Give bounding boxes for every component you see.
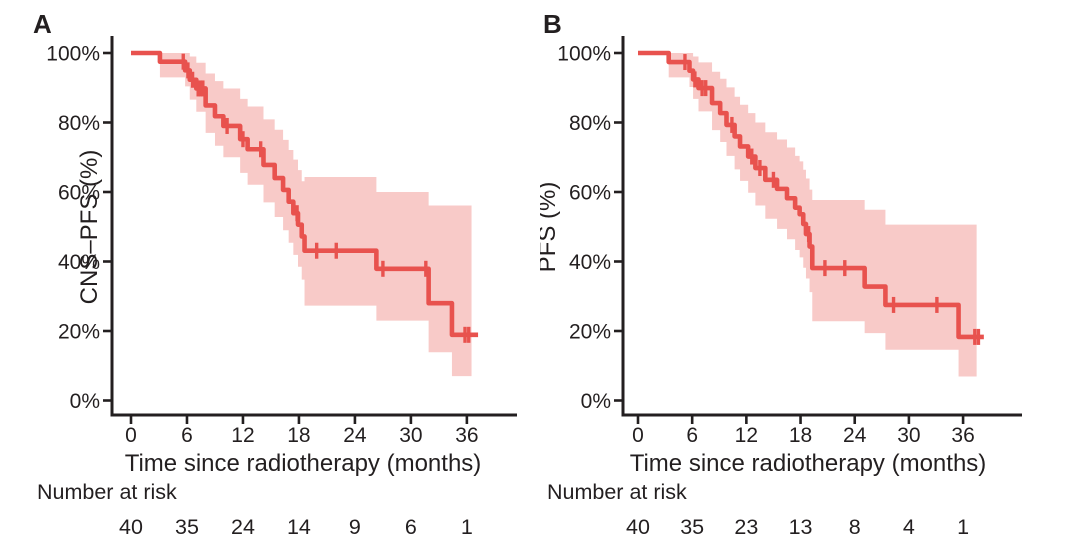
x-tick-label: 36 bbox=[455, 424, 478, 447]
x-tick-label: 18 bbox=[287, 424, 310, 447]
risk-count: 13 bbox=[789, 515, 813, 539]
x-tick-label: 36 bbox=[951, 424, 974, 447]
y-tick-label: 100% bbox=[557, 43, 611, 66]
risk-count: 1 bbox=[957, 515, 969, 539]
risk-count: 4 bbox=[903, 515, 915, 539]
y-axis-title: CNS–PFS (%) bbox=[76, 150, 103, 305]
x-tick-label: 0 bbox=[125, 424, 137, 447]
y-axis-title: PFS (%) bbox=[540, 182, 561, 273]
y-tick-label: 0% bbox=[70, 390, 100, 413]
x-tick-label: 30 bbox=[399, 424, 422, 447]
x-tick-label: 24 bbox=[843, 424, 867, 447]
y-tick-label: 40% bbox=[58, 251, 100, 274]
confidence-band bbox=[159, 53, 472, 377]
y-tick-label: 20% bbox=[58, 321, 100, 344]
panel-letter: A bbox=[33, 9, 52, 39]
y-tick-label: 80% bbox=[58, 112, 100, 135]
y-tick-label: 100% bbox=[46, 43, 100, 66]
y-tick-label: 60% bbox=[569, 182, 611, 205]
risk-table-label: Number at risk bbox=[37, 480, 177, 504]
x-tick-label: 12 bbox=[231, 424, 254, 447]
x-axis-title: Time since radiotherapy (months) bbox=[630, 450, 987, 477]
panel-a-cns-pfs-chart: 0% 20% 40% 60% 80% 100% 0 6 12 18 24 30 36 Time since… bbox=[33, 9, 517, 539]
risk-count: 6 bbox=[405, 515, 417, 539]
y-tick-label: 80% bbox=[569, 112, 611, 135]
x-tick-label: 6 bbox=[181, 424, 193, 447]
x-tick-label: 0 bbox=[632, 424, 644, 447]
risk-count: 14 bbox=[287, 515, 311, 539]
risk-count: 8 bbox=[849, 515, 861, 539]
y-tick-label: 60% bbox=[58, 182, 100, 205]
y-tick-label: 20% bbox=[569, 321, 611, 344]
risk-count: 24 bbox=[231, 515, 255, 539]
panel-letter: B bbox=[543, 9, 562, 39]
x-tick-label: 18 bbox=[789, 424, 812, 447]
x-tick-label: 6 bbox=[686, 424, 698, 447]
x-tick-label: 30 bbox=[897, 424, 920, 447]
risk-count: 23 bbox=[734, 515, 758, 539]
x-tick-label: 12 bbox=[735, 424, 758, 447]
risk-table-label: Number at risk bbox=[547, 480, 687, 504]
risk-count: 40 bbox=[119, 515, 143, 539]
x-tick-label: 24 bbox=[343, 424, 367, 447]
km-curve bbox=[638, 50, 984, 340]
risk-count: 40 bbox=[626, 515, 650, 539]
x-axis-title: Time since radiotherapy (months) bbox=[125, 450, 482, 477]
risk-count: 1 bbox=[461, 515, 473, 539]
risk-count: 9 bbox=[349, 515, 361, 539]
confidence-band bbox=[668, 53, 977, 377]
risk-count: 35 bbox=[175, 515, 199, 539]
y-tick-label: 0% bbox=[581, 390, 611, 413]
risk-count: 35 bbox=[680, 515, 704, 539]
y-tick-label: 40% bbox=[569, 251, 611, 274]
